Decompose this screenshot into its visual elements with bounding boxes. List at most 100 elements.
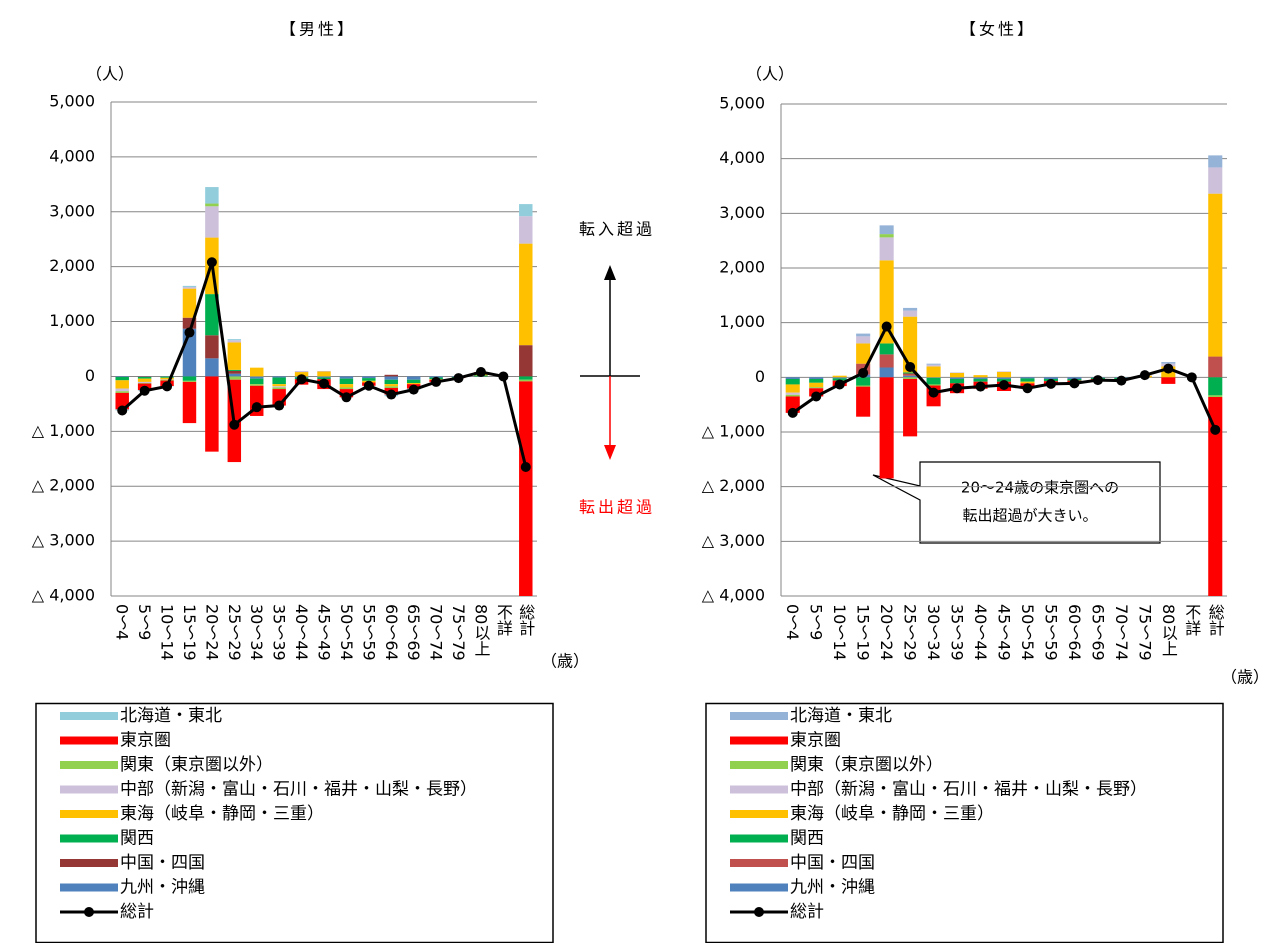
bar-segment (856, 386, 871, 417)
plot-area (115, 187, 533, 596)
x-tick-label: 25～29 (225, 604, 244, 661)
annotation: 転入超過 (579, 220, 655, 239)
legend-label: 関西 (790, 829, 824, 849)
y-tick-label: △ 1,000 (32, 421, 95, 440)
x-tick-label: 50～54 (1018, 604, 1037, 661)
x-tick-label: 80以上 (1159, 604, 1178, 656)
line-marker (1210, 424, 1221, 435)
x-tick-label: 75～79 (449, 604, 468, 661)
x-axis-unit: （歳） (1221, 668, 1266, 687)
bar-segment (1161, 362, 1176, 364)
x-tick-label: 65～69 (1088, 604, 1107, 661)
line-marker (520, 462, 531, 473)
line-marker (1163, 363, 1174, 374)
bar-segment (973, 378, 988, 382)
bar-segment (856, 343, 871, 364)
bar-segment (879, 343, 894, 355)
legend-swatch (730, 810, 788, 818)
bar-segment (227, 369, 242, 371)
chart-title: 【男性】 (280, 20, 356, 39)
bar-segment (926, 364, 941, 367)
bar-segment (137, 378, 152, 382)
bar-segment (317, 377, 331, 380)
x-axis-unit: （歳） (541, 652, 589, 671)
x-tick-label: 60～64 (1065, 604, 1084, 661)
bar-segment (384, 374, 398, 377)
legend-marker (84, 907, 94, 917)
bar-segment (785, 378, 800, 385)
bar-segment (272, 386, 286, 388)
line-marker (1022, 383, 1033, 394)
bar-segment (384, 376, 398, 380)
bar-segment (205, 376, 219, 452)
annotation: 転出超過 (579, 498, 655, 517)
bar-segment (879, 260, 894, 344)
bar-segment (926, 363, 941, 365)
bar-segment (832, 377, 847, 379)
bar-segment (809, 387, 824, 389)
legend-label: 総計 (790, 902, 824, 922)
x-tick-label: 15～19 (180, 604, 199, 661)
line-marker (1092, 375, 1103, 386)
bar-segment (973, 377, 988, 379)
legend-swatch (60, 883, 118, 892)
bar-segment (785, 377, 800, 379)
bar-segment (926, 384, 941, 386)
x-tick-label: 25～29 (901, 604, 920, 661)
bar-segment (996, 371, 1012, 372)
bar-segment (272, 384, 286, 387)
line-marker (229, 419, 240, 430)
x-tick-label: 5～9 (807, 604, 826, 640)
bar-segment (1161, 377, 1176, 384)
bar-segment (227, 376, 242, 380)
bar-segment (1208, 397, 1223, 596)
bar-segment (115, 388, 129, 392)
x-tick-label: 30～34 (247, 604, 266, 661)
y-tick-label: 2,000 (719, 258, 765, 277)
legend-swatch (730, 736, 788, 745)
bar-segment (137, 383, 152, 384)
bar-segment (317, 370, 331, 372)
line-marker (251, 402, 262, 413)
y-tick-label: 2,000 (49, 256, 95, 275)
bar-segment (250, 378, 264, 385)
bar-segment (205, 335, 219, 359)
line-marker (1069, 378, 1080, 389)
x-tick-label: 40～44 (292, 604, 311, 661)
x-tick-label: 55～59 (359, 604, 378, 661)
legend-label: 中国・四国 (790, 853, 875, 873)
legend-swatch (60, 810, 118, 818)
bar-segment (317, 376, 331, 378)
line-marker (206, 257, 217, 268)
bar-segment (1043, 377, 1058, 379)
bar-segment (809, 382, 824, 388)
legend-swatch (60, 859, 118, 867)
bar-segment (317, 371, 331, 377)
legend-swatch (60, 736, 118, 745)
y-tick-label: △ 4,000 (702, 586, 765, 605)
bar-segment (785, 394, 800, 397)
x-tick-label: 45～49 (315, 604, 334, 661)
bar-segment (406, 379, 421, 384)
bar-segment (227, 339, 242, 341)
legend-swatch (730, 883, 788, 892)
bar-segment (903, 373, 918, 376)
legend-label: 東京圏 (120, 731, 171, 751)
legend-label: 関東（東京圏以外） (120, 755, 273, 775)
line-marker (881, 321, 892, 332)
bar-segment (519, 376, 533, 380)
bar-segment (903, 377, 918, 379)
bar-segment (856, 333, 871, 337)
bar-segment (160, 380, 174, 381)
x-tick-label: 総計 (1206, 604, 1225, 636)
x-tick-label: 20～24 (202, 604, 221, 661)
bar-segment (250, 367, 264, 377)
line-marker (274, 400, 285, 411)
bar-segment (182, 381, 197, 424)
bar-segment (160, 379, 174, 381)
x-tick-label: 30～34 (924, 604, 943, 661)
line-marker (928, 387, 939, 398)
bar-segment (950, 372, 965, 378)
bar-segment (205, 187, 219, 204)
